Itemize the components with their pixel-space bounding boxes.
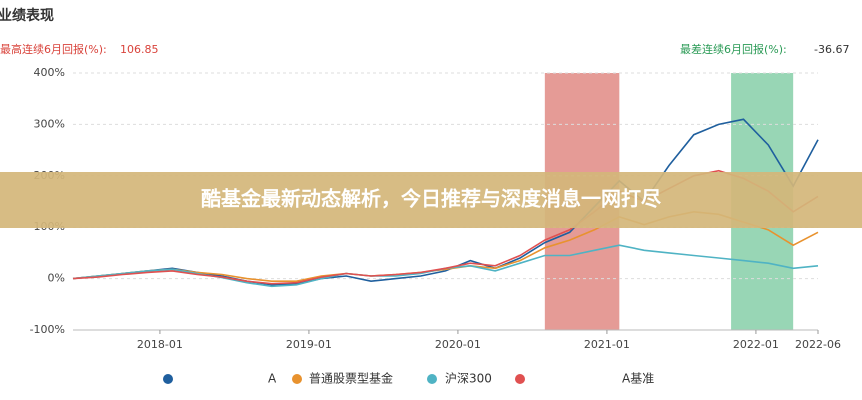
legend-marker [515,374,525,384]
series-line [72,244,819,288]
worst-value: -36.67 [814,43,849,56]
legend-marker [163,374,173,384]
legend-label: A基准 [622,372,654,386]
best-label: 最高连续6月回报(%): [0,42,107,56]
best-value: 106.85 [120,43,159,56]
legend-label: 普通股票型基金 [309,371,393,386]
legend-label: 沪深300 [445,372,492,386]
x-tick-label: 2019-01 [286,338,332,351]
x-tick-label: 2020-01 [435,338,481,351]
y-tick-label: 400% [34,66,65,79]
legend-marker [292,374,302,384]
x-tick-label: 2018-01 [137,338,183,351]
legend-label: A [268,372,277,386]
chart-title: 业绩表现 [0,7,54,24]
legend-marker [427,374,437,384]
y-tick-label: 0% [48,272,65,285]
x-tick-label: 2022-06 [795,338,841,351]
y-tick-label: -100% [30,323,65,336]
y-tick-label: 300% [34,117,65,130]
x-tick-label: 2021-01 [584,338,630,351]
x-tick-label: 2022-01 [733,338,779,351]
banner-text: 酷基金最新动态解析，今日推荐与深度消息一网打尽 [201,187,662,211]
banner-bg [0,172,862,228]
worst-label: 最差连续6月回报(%): [680,42,787,56]
